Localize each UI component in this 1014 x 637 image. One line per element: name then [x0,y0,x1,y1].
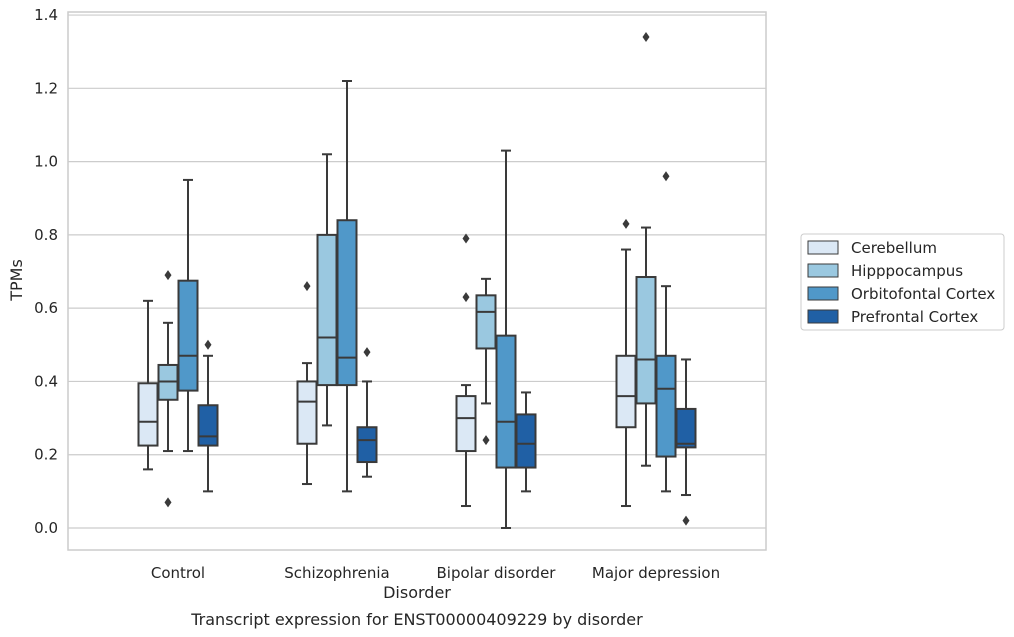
x-tick-label: Major depression [592,564,720,582]
box [515,413,537,469]
box-group [336,79,358,493]
y-tick-label: 0.4 [34,372,58,390]
x-tick-label: Schizophrenia [284,564,389,582]
box [655,354,677,458]
boxes-layer [137,32,697,529]
legend-label: Cerebellum [851,239,937,257]
y-axis-title: TPMs [7,259,26,302]
outlier-point [662,171,670,182]
box [316,233,338,387]
x-tick-labels: Control Schizophrenia Bipolar disorder Majo… [151,564,720,582]
outlier-point [622,218,630,229]
box-group [296,281,318,486]
y-tick-label: 1.0 [34,153,58,171]
box [635,276,657,405]
box-group [356,347,378,478]
box-group [316,153,338,427]
y-tick-label: 1.4 [34,6,58,24]
outlier-point [363,347,371,358]
y-tick-label: 0.2 [34,446,58,464]
box [475,294,497,350]
y-tick-label: 0.6 [34,299,58,317]
legend-label: Hipppocampus [851,262,963,280]
box [455,395,477,453]
box-group [157,270,179,508]
box-group [635,32,657,467]
x-tick-label: Control [151,564,205,582]
outlier-point [682,515,690,526]
x-axis-title: Disorder [383,583,451,602]
box [137,382,159,447]
legend-swatch [807,240,839,255]
y-tick-label: 1.2 [34,79,58,97]
outlier-point [642,32,650,43]
box-group [475,277,497,446]
plot-frame [67,11,767,551]
box-group [455,233,477,508]
box-group [615,218,637,508]
box-group [177,178,199,453]
box-group [675,358,697,526]
x-tick-label: Bipolar disorder [437,564,557,582]
outlier-point [164,497,172,508]
outlier-point [204,339,212,350]
box [296,380,318,445]
legend: Cerebellum Hipppocampus Orbitofontal Corte… [800,233,1005,331]
legend-swatch [807,309,839,324]
y-tick-label: 0.8 [34,226,58,244]
legend-label: Orbitofontal Cortex [851,285,995,303]
legend-swatch [807,286,839,301]
box [336,219,358,387]
box-group [137,299,159,471]
outlier-point [462,292,470,303]
box-group [515,391,537,493]
box-group [655,171,677,493]
box [356,426,378,464]
legend-swatch [807,263,839,278]
y-tick-label: 0.0 [34,519,58,537]
box [675,407,697,449]
box-group [495,149,517,529]
box [197,404,219,447]
outlier-point [164,270,172,281]
box [177,279,199,392]
outlier-point [482,435,490,446]
y-tick-labels: 0.0 0.2 0.4 0.6 0.8 1.0 1.2 1.4 [34,6,58,537]
chart-caption: Transcript expression for ENST0000040922… [190,610,643,629]
legend-label: Prefrontal Cortex [851,308,978,326]
outlier-point [462,233,470,244]
box [615,354,637,429]
legend-frame [800,233,1005,331]
box-group [197,339,219,493]
box [495,334,517,469]
outlier-point [303,281,311,292]
